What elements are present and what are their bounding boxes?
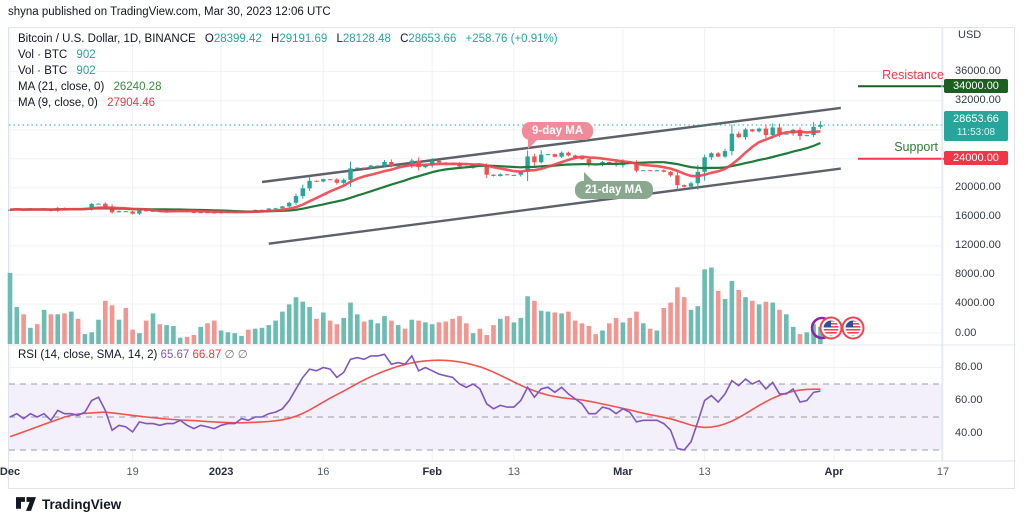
time-tick-label: 13 <box>507 466 521 478</box>
rsi-tick-label: 80.00 <box>955 361 983 373</box>
open-label: O <box>204 33 214 45</box>
time-tick-label: Dec <box>0 466 21 478</box>
rsi-tick-label: 40.00 <box>955 427 983 439</box>
usd-flag-icon <box>819 316 843 340</box>
ma9-value: 27904.46 <box>107 97 156 109</box>
price-tick-label: 8000.00 <box>955 268 995 281</box>
ma21-callout: 21-day MA <box>575 172 653 199</box>
volume-legend-row-2: Vol · BTC 902 <box>18 65 96 77</box>
time-tick-label: 16 <box>317 466 330 478</box>
time-tick-label: Feb <box>422 466 442 478</box>
close-value: 28653.66 <box>408 33 457 45</box>
bar-countdown: 11:53:08 <box>956 127 996 138</box>
usd-flag-icon <box>841 316 865 340</box>
time-tick-label: 17 <box>936 466 950 478</box>
price-tick-label: 0.00 <box>955 326 977 339</box>
time-tick-label: 2023 <box>208 466 234 478</box>
price-tick-label: 16000.00 <box>955 210 1001 223</box>
time-tick-label: Apr <box>824 466 844 478</box>
footer: TradingView <box>16 497 121 512</box>
ma9-legend-row: MA (9, close, 0) 27904.46 <box>18 97 156 109</box>
rsi-value: 65.67 <box>160 349 190 361</box>
support-price-badge: 24000.00 <box>944 151 1008 165</box>
ma21-legend-row: MA (21, close, 0) 26240.28 <box>18 81 162 93</box>
time-tick-label: Mar <box>613 466 633 478</box>
open-value: 28399.42 <box>213 33 262 45</box>
volume-value-2: 902 <box>76 65 96 77</box>
chart-legend: Bitcoin / U.S. Dollar, 1D, BINANCE O2839… <box>18 31 558 111</box>
tradingview-logo[interactable] <box>16 497 36 512</box>
low-label: L <box>336 33 343 45</box>
rsi-label: RSI (14, close, SMA, 14, 2) <box>18 349 158 361</box>
volume-legend-row-1: Vol · BTC 902 <box>18 49 96 61</box>
change-value: +258.76 (+0.91%) <box>465 33 558 45</box>
resistance-price-badge: 34000.00 <box>944 79 1008 93</box>
rsi-tick-label: 60.00 <box>955 394 983 406</box>
rsi-band-values: ∅ ∅ <box>224 349 248 361</box>
price-axis[interactable]: 36000.00 32000.00 20000.00 16000.00 12000.00… <box>942 27 1016 461</box>
current-price-value: 28653.66 <box>953 113 999 125</box>
publish-info: shyna published on TradingView.com, Mar … <box>8 6 331 18</box>
price-tick-label: 12000.00 <box>955 239 1001 252</box>
price-axis-currency-label: USD <box>958 29 982 41</box>
price-tick-label: 32000.00 <box>955 94 1001 107</box>
symbol-title: Bitcoin / U.S. Dollar, 1D, BINANCE <box>18 33 196 45</box>
low-value: 28128.48 <box>342 33 391 45</box>
support-label: Support <box>894 140 938 154</box>
ma21-value: 26240.28 <box>113 81 162 93</box>
time-axis[interactable]: Dec 19 2023 16 Feb 13 Mar 13 Apr 17 <box>0 461 1016 490</box>
high-label: H <box>271 33 280 45</box>
rsi-sma-value: 66.87 <box>192 349 222 361</box>
rsi-legend-row: RSI (14, close, SMA, 14, 2) 65.67 66.87 … <box>18 347 248 361</box>
current-price-badge: 28653.66 11:53:08 <box>944 111 1008 141</box>
close-label: C <box>400 33 409 45</box>
tradingview-brand: TradingView <box>42 497 122 512</box>
price-tick-label: 4000.00 <box>955 297 995 310</box>
time-tick-label: 19 <box>126 466 139 478</box>
symbol-legend-row: Bitcoin / U.S. Dollar, 1D, BINANCE O2839… <box>18 31 558 47</box>
time-tick-label: 13 <box>698 466 711 478</box>
price-tick-label: 20000.00 <box>955 181 1001 194</box>
resistance-label: Resistance <box>882 68 944 82</box>
volume-value-1: 902 <box>76 49 96 61</box>
price-tick-label: 36000.00 <box>955 65 1001 78</box>
high-value: 29191.69 <box>279 33 328 45</box>
ma9-callout: 9-day MA <box>522 122 594 149</box>
